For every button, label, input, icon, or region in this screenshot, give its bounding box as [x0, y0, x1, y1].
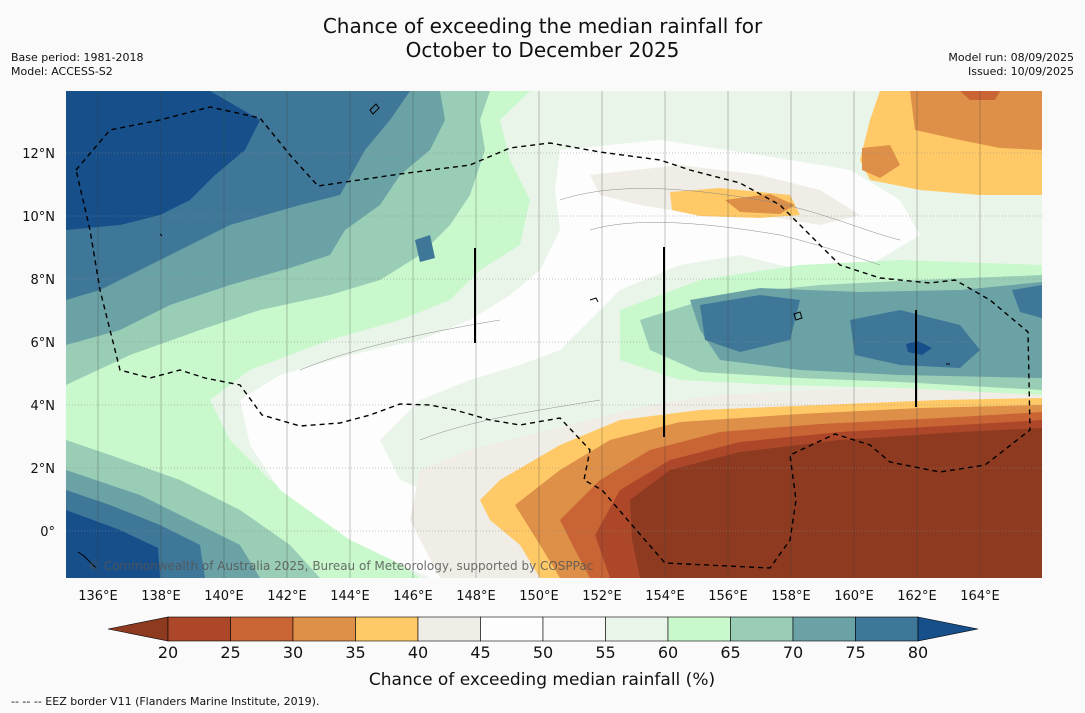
lon-tick: 142°E: [267, 589, 307, 604]
colorbar-box: [855, 616, 919, 642]
graticule: [66, 152, 1042, 532]
colorbar-tick: 40: [408, 643, 428, 662]
colorbar-label: Chance of exceeding median rainfall (%): [369, 670, 715, 690]
colorbar-box: [792, 616, 856, 642]
lon-tick: 144°E: [330, 589, 370, 604]
colorbar-box: [667, 616, 731, 642]
colorbar-box: [730, 616, 794, 642]
lon-tick: 138°E: [141, 589, 181, 604]
lon-tick: 156°E: [708, 589, 748, 604]
lon-tick: 158°E: [771, 589, 811, 604]
lon-tick-labels: 136°E 138°E 140°E 142°E 144°E 146°E 148°…: [78, 589, 1000, 604]
shade-75-east: [700, 295, 800, 352]
colorbar-box: [230, 616, 294, 642]
colorbar-box: [480, 616, 544, 642]
colorbar-ticks: 20 25 30 35 40 45 50 55 60 65 70 75 80: [158, 643, 928, 662]
shade-80-east: [906, 341, 932, 355]
islands: [77, 103, 950, 569]
colorbar-boxes: [107, 616, 979, 642]
lat-tick: 8°N: [31, 273, 56, 288]
lat-tick: 0°: [40, 525, 55, 540]
colorbar-extend-high: [917, 616, 979, 642]
base-period: Base period: 1981-2018: [11, 51, 144, 64]
colorbar-box: [542, 616, 606, 642]
colorbar-tick: 70: [783, 643, 803, 662]
map-plot-area: © Commonwealth of Australia 2025, Bureau…: [66, 91, 1042, 578]
lon-tick: 160°E: [834, 589, 874, 604]
colorbar-tick: 55: [595, 643, 615, 662]
colorbar-box: [167, 616, 231, 642]
colorbar-box: [417, 616, 481, 642]
lon-tick: 164°E: [960, 589, 1000, 604]
meta-left: Base period: 1981-2018 Model: ACCESS-S2: [11, 51, 143, 79]
lat-tick-labels: 12°N 10°N 8°N 6°N 4°N 2°N 0°: [22, 147, 55, 540]
lat-tick: 2°N: [31, 462, 56, 477]
colorbar-tick: 20: [158, 643, 178, 662]
colorbar-box: [355, 616, 419, 642]
model-run: Model run: 08/09/2025: [948, 51, 1074, 64]
lat-tick: 12°N: [22, 147, 55, 162]
shade-35-north2: [862, 145, 900, 178]
boundary-lines: [474, 247, 917, 437]
eez-footnote: -- -- -- EEZ border V11 (Flanders Marine…: [11, 695, 320, 708]
shade-75-east3: [1012, 285, 1042, 318]
colorbar-tick: 50: [533, 643, 553, 662]
lat-tick: 4°N: [31, 399, 56, 414]
lon-tick: 150°E: [519, 589, 559, 604]
meridians: [97, 91, 981, 578]
map-title: Chance of exceeding the median rainfall …: [322, 14, 763, 62]
lon-tick: 136°E: [78, 589, 118, 604]
lon-tick: 152°E: [582, 589, 622, 604]
eez-border: [75, 106, 1031, 569]
colorbar-tick: 80: [908, 643, 928, 662]
colorbar-box: [292, 616, 356, 642]
copyright-text: © Commonwealth of Australia 2025, Bureau…: [88, 559, 593, 573]
colorbar-tick: 60: [658, 643, 678, 662]
colorbar-extend-low: [107, 616, 169, 642]
meta-right: Model run: 08/09/2025 Issued: 10/09/2025: [948, 51, 1074, 79]
colorbar-tick: 65: [720, 643, 740, 662]
colorbar-box: [605, 616, 669, 642]
shade-35-north: [910, 91, 1042, 150]
lon-tick: 162°E: [897, 589, 937, 604]
issued-date: Issued: 10/09/2025: [967, 65, 1074, 78]
lat-tick: 10°N: [22, 210, 55, 225]
lon-tick: 140°E: [204, 589, 244, 604]
colorbar-tick: 25: [220, 643, 240, 662]
model-name: Model: ACCESS-S2: [11, 65, 113, 78]
colorbar-tick: 45: [470, 643, 490, 662]
lon-tick: 154°E: [645, 589, 685, 604]
colorbar-tick: 35: [345, 643, 365, 662]
shade-75-west: [415, 235, 435, 262]
contour-lines: [299, 188, 901, 441]
lon-tick: 148°E: [456, 589, 496, 604]
colorbar-tick: 75: [845, 643, 865, 662]
colorbar-tick: 30: [283, 643, 303, 662]
shade-20-south: [630, 428, 1042, 578]
shade-35-mid: [725, 194, 795, 214]
lat-tick: 6°N: [31, 336, 56, 351]
lon-tick: 146°E: [393, 589, 433, 604]
